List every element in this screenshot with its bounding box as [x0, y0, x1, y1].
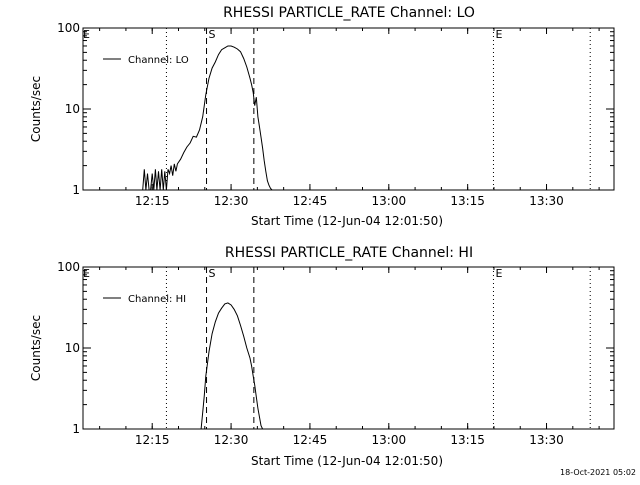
marker-label-lo: E: [83, 28, 90, 41]
series-line-lo: [142, 45, 273, 191]
marker-label-hi: E: [495, 267, 502, 280]
chart-title-hi: RHESSI PARTICLE_RATE Channel: HI: [225, 245, 473, 261]
x-tick-label-lo: 12:45: [293, 194, 328, 208]
timestamp: 18-Oct-2021 05:02: [560, 468, 636, 477]
x-tick-label-hi: 12:45: [293, 433, 328, 447]
x-axis-label-hi: Start Time (12-Jun-04 12:01:50): [251, 454, 443, 468]
x-tick-label-hi: 13:15: [450, 433, 485, 447]
y-tick-label-lo: 1: [72, 183, 80, 197]
y-tick-label-hi: 1: [72, 422, 80, 436]
marker-label-lo: S: [209, 28, 216, 41]
x-axis-label-lo: Start Time (12-Jun-04 12:01:50): [251, 214, 443, 228]
y-axis-label-hi: Counts/sec: [29, 315, 43, 381]
x-tick-label-lo: 13:15: [450, 194, 485, 208]
panel-hi: RHESSI PARTICLE_RATE Channel: HI Counts/…: [29, 245, 615, 468]
x-tick-label-hi: 13:30: [529, 433, 564, 447]
series-line-hi: [200, 302, 264, 430]
chart-title-lo: RHESSI PARTICLE_RATE Channel: LO: [223, 5, 475, 21]
panel-lo: RHESSI PARTICLE_RATE Channel: LO Counts/…: [29, 5, 615, 228]
x-tick-label-hi: 12:30: [214, 433, 249, 447]
x-tick-label-lo: 12:30: [214, 194, 249, 208]
x-tick-label-lo: 13:00: [372, 194, 407, 208]
x-tick-label-hi: 13:00: [372, 433, 407, 447]
x-tick-label-lo: 12:15: [135, 194, 170, 208]
x-tick-label-lo: 13:30: [529, 194, 564, 208]
x-tick-label-hi: 12:15: [135, 433, 170, 447]
legend-label-hi: Channel: HI: [128, 294, 186, 305]
y-axis-label-lo: Counts/sec: [29, 76, 43, 142]
plot-frame-hi: [82, 266, 615, 430]
marker-label-hi: E: [83, 267, 90, 280]
plot-frame-lo: [82, 27, 615, 191]
legend-label-lo: Channel: LO: [128, 55, 189, 66]
marker-label-lo: E: [495, 28, 502, 41]
y-tick-label-hi: 10: [65, 341, 80, 355]
y-tick-label-hi: 100: [57, 260, 80, 274]
marker-label-hi: S: [209, 267, 216, 280]
y-tick-label-lo: 10: [65, 102, 80, 116]
y-tick-label-lo: 100: [57, 21, 80, 35]
